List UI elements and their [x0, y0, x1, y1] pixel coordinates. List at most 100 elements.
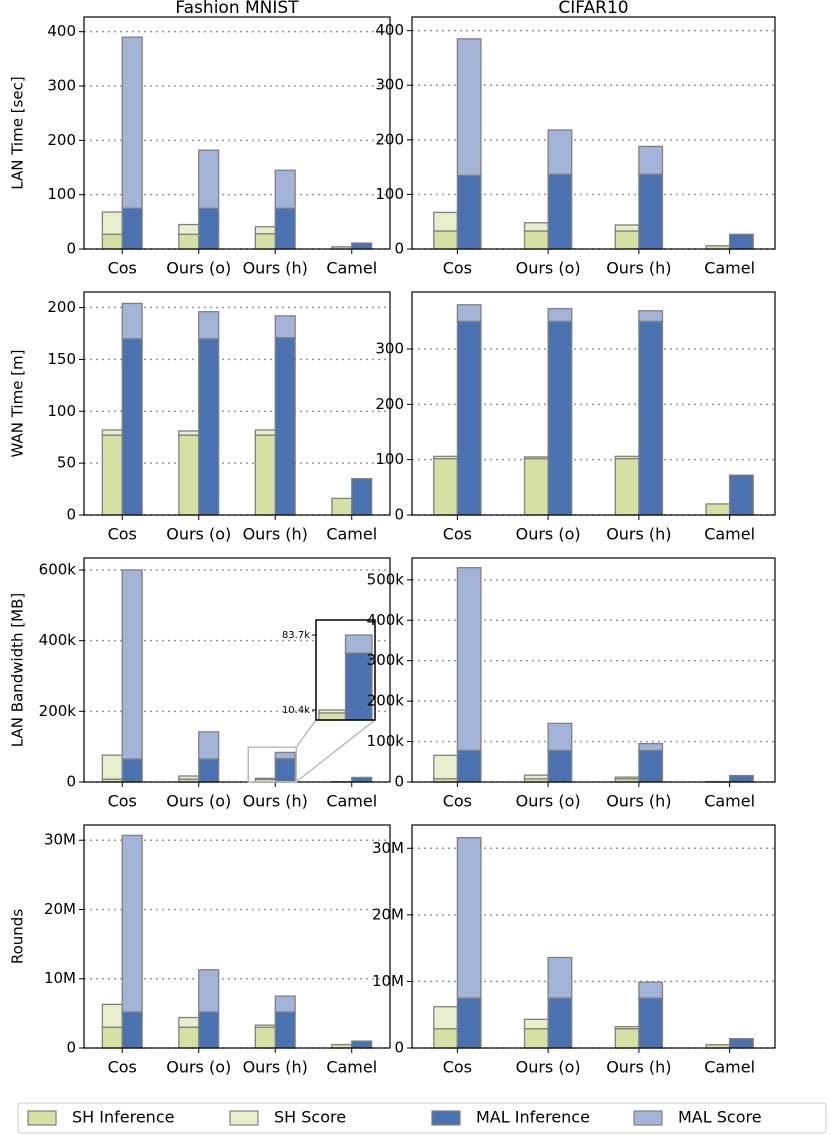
bar-segment — [101, 233, 123, 250]
bar-segment — [254, 1024, 276, 1028]
bar-segment — [433, 230, 459, 250]
y-tick-label: 0 — [394, 240, 404, 258]
bar-segment — [638, 981, 664, 999]
legend-label: MAL Inference — [476, 1108, 590, 1127]
y-tick-label: 500k — [367, 570, 405, 588]
y-tick-label: 200k — [39, 702, 77, 720]
bar-segment — [433, 457, 459, 516]
subplot-title: Fashion MNIST — [175, 0, 299, 18]
legend-swatch — [27, 1110, 57, 1126]
bar-segment — [318, 709, 347, 714]
bar-segment — [523, 230, 549, 250]
bar-segment — [705, 503, 731, 516]
legend-label: MAL Score — [678, 1108, 762, 1127]
bar-segment — [547, 722, 573, 752]
x-tick-label: Ours (h) — [606, 259, 671, 278]
bar-segment — [456, 38, 482, 176]
bar-segment — [331, 497, 353, 516]
x-tick-label: Ours (o) — [166, 259, 231, 278]
bar-segment — [254, 233, 276, 250]
bar-segment — [523, 1028, 549, 1049]
bar-segment — [274, 169, 296, 209]
bar-segment — [254, 226, 276, 235]
bar-segment — [351, 1040, 373, 1049]
bar-segment — [351, 776, 373, 783]
x-tick-label: Ours (o) — [516, 259, 581, 278]
bar-segment — [198, 149, 220, 209]
x-tick-label: Cos — [443, 259, 472, 278]
bar-segment — [433, 754, 459, 780]
bar-segment — [456, 320, 482, 516]
bar-segment — [274, 207, 296, 250]
bar-segment — [274, 336, 296, 516]
y-tick-label: 20M — [372, 905, 404, 923]
plot-frame — [411, 824, 776, 1049]
y-tick-label: 300 — [375, 339, 404, 357]
bar-segment — [547, 749, 573, 783]
bar-segment — [344, 634, 373, 654]
inset-tick-label: 10.4k — [282, 705, 310, 716]
x-tick-label: Camel — [704, 792, 755, 811]
bar-segment — [614, 455, 640, 460]
subplot-title: CIFAR10 — [558, 0, 628, 18]
bar-segment — [433, 1006, 459, 1030]
bar-segment — [547, 997, 573, 1049]
bar-segment — [523, 774, 549, 780]
bar-segment — [318, 712, 347, 721]
bar-segment — [178, 223, 200, 235]
y-tick-label: 400 — [47, 22, 76, 40]
zoom-connector — [295, 719, 317, 748]
bar-segment — [121, 1011, 143, 1049]
plot-frame — [83, 16, 391, 250]
bar-segment — [523, 222, 549, 232]
bar-segment — [274, 995, 296, 1013]
x-tick-label: Ours (o) — [166, 1058, 231, 1077]
bar-segment — [178, 430, 200, 436]
bar-segment — [121, 207, 143, 250]
x-tick-label: Camel — [704, 1058, 755, 1077]
x-tick-label: Ours (h) — [606, 792, 671, 811]
y-tick-label: 0 — [66, 240, 76, 258]
bar-segment — [456, 567, 482, 752]
legend-label: SH Score — [274, 1108, 346, 1127]
bar-segment — [433, 1028, 459, 1049]
bar-segment — [728, 233, 754, 250]
zoom-connector — [295, 719, 376, 783]
bar-segment — [456, 749, 482, 783]
x-tick-label: Camel — [326, 259, 377, 278]
bar-segment — [121, 758, 143, 783]
x-tick-label: Camel — [704, 525, 755, 544]
y-tick-label: 0 — [394, 506, 404, 524]
bar-segment — [638, 749, 664, 783]
y-tick-label: 30M — [44, 831, 76, 849]
bar-segment — [547, 307, 573, 322]
x-tick-label: Ours (h) — [243, 1058, 308, 1077]
plot-frame — [411, 291, 776, 516]
y-tick-label: 600k — [39, 561, 77, 579]
bar-segment — [198, 969, 220, 1013]
bar-segment — [638, 145, 664, 175]
bar-segment — [728, 774, 754, 783]
y-tick-label: 200k — [367, 692, 405, 710]
legend-swatch — [229, 1110, 259, 1126]
x-tick-label: Ours (h) — [243, 792, 308, 811]
bar-segment — [121, 569, 143, 760]
bar-segment — [614, 457, 640, 516]
y-tick-label: 0 — [66, 1039, 76, 1057]
bar-segment — [254, 434, 276, 516]
bar-segment — [101, 754, 123, 780]
y-tick-label: 10M — [44, 969, 76, 987]
y-tick-label: 30M — [372, 839, 404, 857]
y-axis-label: LAN Time [sec] — [9, 76, 27, 189]
x-tick-label: Camel — [326, 792, 377, 811]
bar-segment — [547, 320, 573, 516]
bar-segment — [198, 758, 220, 783]
y-tick-label: 300k — [367, 651, 405, 669]
bar-segment — [638, 173, 664, 250]
bar-segment — [456, 997, 482, 1049]
x-tick-label: Cos — [443, 792, 472, 811]
inset-frame — [315, 619, 376, 721]
bar-segment — [101, 434, 123, 516]
x-tick-label: Ours (h) — [243, 259, 308, 278]
